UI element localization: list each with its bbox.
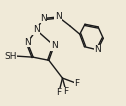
Text: N: N: [94, 45, 101, 54]
Text: F: F: [64, 87, 69, 96]
Text: N: N: [55, 12, 62, 21]
Text: F: F: [56, 88, 61, 97]
Text: N: N: [33, 25, 40, 34]
Text: SH: SH: [4, 52, 17, 61]
Text: F: F: [74, 79, 79, 88]
Text: N: N: [51, 41, 57, 50]
Text: N: N: [24, 38, 31, 47]
Text: N: N: [40, 14, 46, 23]
